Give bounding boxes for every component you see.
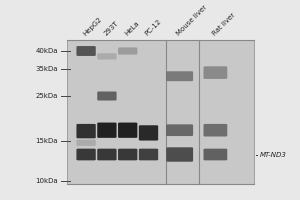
FancyBboxPatch shape: [118, 149, 137, 160]
FancyBboxPatch shape: [76, 46, 96, 56]
FancyBboxPatch shape: [97, 149, 117, 160]
Text: 15kDa: 15kDa: [35, 138, 58, 144]
Text: MT-ND3: MT-ND3: [260, 152, 287, 158]
FancyBboxPatch shape: [97, 53, 117, 60]
Text: 40kDa: 40kDa: [35, 48, 58, 54]
Text: HepG2: HepG2: [82, 16, 103, 37]
FancyBboxPatch shape: [97, 92, 117, 101]
FancyBboxPatch shape: [166, 71, 193, 81]
FancyBboxPatch shape: [139, 125, 158, 141]
FancyBboxPatch shape: [203, 66, 227, 79]
Text: PC-12: PC-12: [144, 18, 163, 37]
FancyBboxPatch shape: [76, 149, 96, 160]
FancyBboxPatch shape: [97, 123, 117, 138]
FancyBboxPatch shape: [166, 147, 193, 162]
FancyBboxPatch shape: [203, 149, 227, 160]
FancyBboxPatch shape: [118, 47, 137, 55]
FancyBboxPatch shape: [118, 123, 137, 138]
FancyBboxPatch shape: [76, 140, 96, 146]
Text: Mouse liver: Mouse liver: [176, 4, 208, 37]
FancyBboxPatch shape: [76, 124, 96, 138]
Text: 293T: 293T: [103, 20, 119, 37]
FancyBboxPatch shape: [203, 124, 227, 137]
Text: 10kDa: 10kDa: [35, 178, 58, 184]
Text: 35kDa: 35kDa: [35, 66, 58, 72]
FancyBboxPatch shape: [139, 149, 158, 160]
Text: HeLa: HeLa: [124, 20, 140, 37]
FancyBboxPatch shape: [166, 124, 193, 136]
FancyBboxPatch shape: [67, 40, 254, 184]
Text: 25kDa: 25kDa: [35, 93, 58, 99]
Text: Rat liver: Rat liver: [211, 12, 236, 37]
